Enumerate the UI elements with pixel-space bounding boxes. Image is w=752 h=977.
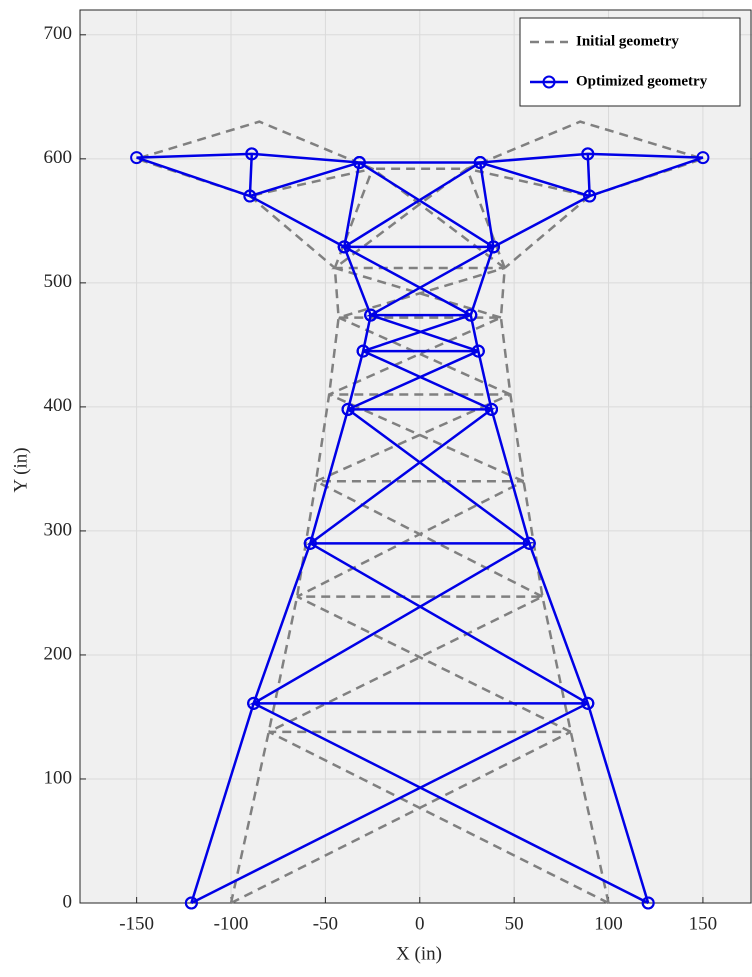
- x-tick-label: 150: [689, 913, 718, 934]
- x-tick-label: 50: [505, 913, 524, 934]
- legend-marker: [542, 75, 556, 89]
- series-line: [492, 153, 591, 248]
- node-marker: [364, 308, 378, 322]
- y-tick-label: 400: [44, 395, 73, 416]
- node-marker: [303, 536, 317, 550]
- node-marker: [473, 156, 487, 170]
- y-tick-label: 0: [63, 891, 73, 912]
- plot-frame: [79, 9, 752, 904]
- node-marker: [641, 896, 655, 910]
- series-line: [358, 161, 495, 248]
- x-axis-label: X (in): [396, 943, 442, 964]
- node-marker: [581, 147, 595, 161]
- legend-label: Initial geometry: [576, 33, 679, 49]
- node-marker: [352, 156, 366, 170]
- series-line: [315, 480, 544, 598]
- node-marker: [245, 147, 259, 161]
- y-tick-label: 700: [44, 23, 73, 44]
- x-tick-label: 0: [415, 913, 425, 934]
- node-marker: [247, 696, 261, 710]
- series-line: [503, 195, 591, 269]
- x-tick-label: -100: [214, 913, 249, 934]
- node-marker: [464, 308, 478, 322]
- node-marker: [356, 344, 370, 358]
- series-line: [469, 152, 704, 904]
- x-tick-label: 100: [594, 913, 623, 934]
- y-tick-label: 500: [44, 271, 73, 292]
- node-marker: [583, 189, 597, 203]
- node-marker: [486, 240, 500, 254]
- node-marker: [522, 536, 536, 550]
- node-marker: [471, 344, 485, 358]
- series-line: [248, 153, 345, 248]
- y-tick-label: 200: [44, 643, 73, 664]
- legend-label: Optimized geometry: [576, 73, 708, 89]
- node-marker: [130, 151, 144, 165]
- series-line: [309, 542, 589, 705]
- y-axis-label: Y (in): [10, 447, 31, 492]
- series-line: [328, 393, 525, 483]
- x-tick-label: -150: [119, 913, 154, 934]
- legend-box: [519, 17, 741, 107]
- series-line: [268, 730, 610, 905]
- node-marker: [581, 696, 595, 710]
- y-tick-label: 600: [44, 147, 73, 168]
- node-marker: [243, 189, 257, 203]
- series-line: [347, 408, 531, 545]
- series-line: [343, 245, 472, 317]
- series-line: [249, 195, 336, 269]
- node-marker: [485, 402, 499, 416]
- node-marker: [184, 896, 198, 910]
- node-marker: [337, 240, 351, 254]
- series-line: [253, 702, 649, 905]
- series-line: [296, 595, 572, 733]
- series-line: [136, 152, 372, 904]
- x-tick-label: -50: [313, 913, 338, 934]
- node-marker: [341, 402, 355, 416]
- y-tick-label: 100: [44, 767, 73, 788]
- node-marker: [696, 151, 710, 165]
- series-line: [362, 349, 493, 411]
- series-line: [370, 313, 479, 353]
- y-tick-label: 300: [44, 519, 73, 540]
